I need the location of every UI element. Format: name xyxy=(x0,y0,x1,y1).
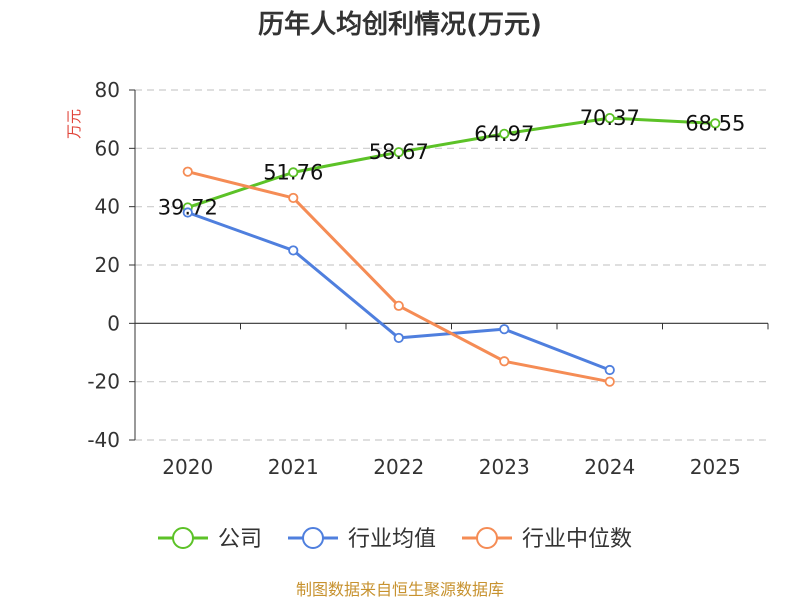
grid-lines xyxy=(135,89,768,441)
legend-item-2[interactable]: 行业中位数 xyxy=(462,527,632,552)
legend-marker-1 xyxy=(302,527,324,549)
legend-marker-2 xyxy=(476,527,498,549)
y-tick-label-40: 40 xyxy=(95,195,120,219)
data-point-1-0 xyxy=(182,207,193,218)
x-tick-label-2020: 2020 xyxy=(162,455,213,479)
legend-label-2: 行业中位数 xyxy=(522,527,632,552)
data-label-0: 39.72 xyxy=(158,195,218,219)
legend-item-1[interactable]: 行业均值 xyxy=(288,527,436,552)
data-point-0-2 xyxy=(393,147,404,158)
data-point-0-4 xyxy=(604,112,615,124)
x-tick-label-2023: 2023 xyxy=(479,455,530,479)
y-tick-label-60: 60 xyxy=(95,136,120,160)
y-axis-unit-label: 万元 xyxy=(65,109,83,139)
data-source-note: 制图数据来自恒生聚源数据库 xyxy=(296,580,504,599)
y-tick-label-20: 20 xyxy=(95,253,120,277)
series-line-0 xyxy=(187,116,716,209)
data-label-3: 64.97 xyxy=(474,122,534,146)
data-labels: 39.72 51.76 58.67 64.97 70.37 68.55 xyxy=(158,106,746,219)
y-tick-label-0: 0 xyxy=(107,311,120,335)
data-point-2-3 xyxy=(499,356,510,367)
x-tick-label-2024: 2024 xyxy=(584,455,635,479)
data-point-0-3 xyxy=(499,128,510,139)
y-tick-label--40: -40 xyxy=(87,428,120,452)
y-tick-label-80: 80 xyxy=(95,78,120,102)
data-point-2-0 xyxy=(182,166,193,177)
legend-item-0[interactable]: 公司 xyxy=(158,527,262,552)
legend-label-1: 行业均值 xyxy=(348,527,436,552)
legend[interactable]: 公司 行业均值 行业中位数 xyxy=(158,527,632,552)
legend-marker-0 xyxy=(172,527,194,549)
data-point-0-1 xyxy=(288,167,299,178)
data-point-1-2 xyxy=(393,332,404,344)
y-tick-label--20: -20 xyxy=(87,370,120,394)
x-tick-label-2022: 2022 xyxy=(373,455,424,479)
data-point-2-4 xyxy=(604,376,615,387)
data-point-1-3 xyxy=(499,324,510,335)
data-label-5: 68.55 xyxy=(685,111,745,135)
data-point-2-2 xyxy=(393,300,404,311)
series-lines xyxy=(182,112,721,387)
axes xyxy=(129,89,769,441)
series-line-1 xyxy=(187,211,611,372)
legend-label-0: 公司 xyxy=(218,527,262,552)
data-point-1-4 xyxy=(604,364,615,376)
data-label-1: 51.76 xyxy=(263,160,323,184)
data-label-2: 58.67 xyxy=(369,140,429,164)
x-tick-label-2021: 2021 xyxy=(268,455,319,479)
data-point-2-1 xyxy=(288,192,299,204)
chart-title: 历年人均创利情况(万元) xyxy=(258,9,542,40)
data-point-0-5 xyxy=(710,118,721,129)
x-tick-label-2025: 2025 xyxy=(690,455,741,479)
data-label-4: 70.37 xyxy=(580,106,640,130)
data-point-1-1 xyxy=(288,245,299,256)
x-tick-labels: 2020 2021 2022 2023 2024 2025 xyxy=(162,455,740,479)
y-tick-labels: -40 -20 0 20 40 60 80 xyxy=(87,78,120,452)
series-line-2 xyxy=(187,170,611,384)
